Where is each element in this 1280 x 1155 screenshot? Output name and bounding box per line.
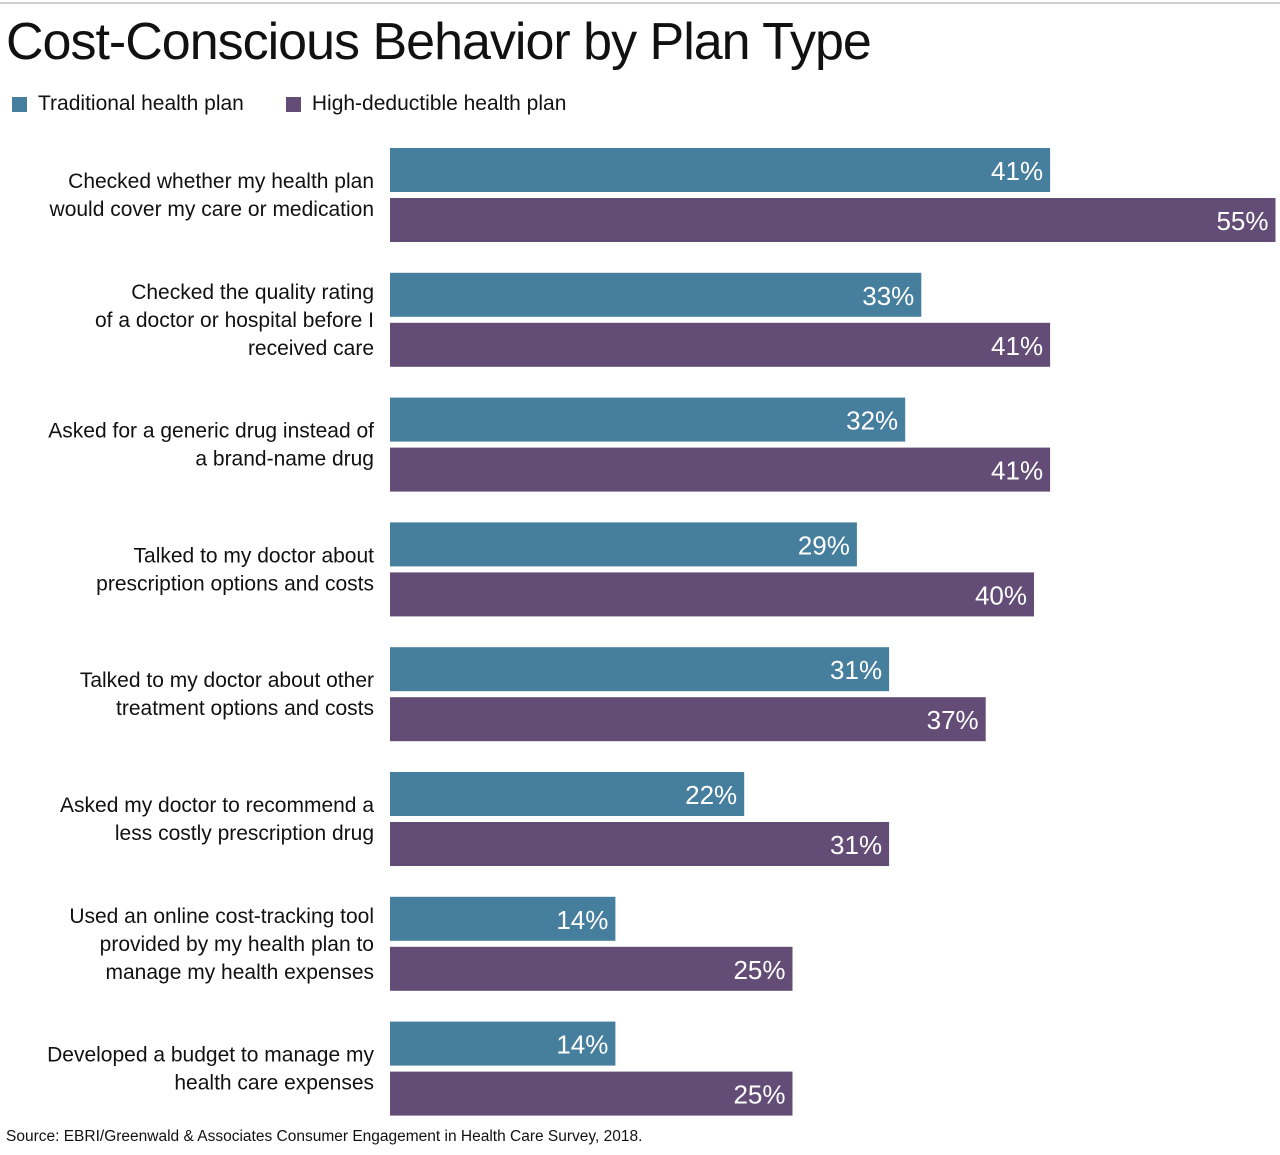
legend-swatch-traditional [12, 96, 27, 112]
bar-high-deductible [390, 572, 1034, 617]
bar-traditional [390, 522, 857, 567]
bar-high-deductible [390, 1071, 793, 1116]
bar-high-deductible [390, 697, 986, 742]
chart-title: Cost-Conscious Behavior by Plan Type [6, 13, 872, 71]
data-label: 25% [733, 955, 785, 985]
data-label: 40% [975, 580, 1027, 610]
bar-traditional [390, 397, 906, 442]
bar-traditional [390, 896, 616, 941]
bar-high-deductible [390, 946, 793, 991]
bar-high-deductible [390, 447, 1051, 492]
legend-item-traditional: Traditional health plan [12, 92, 244, 116]
source-note: Source: EBRI/Greenwald & Associates Cons… [6, 1128, 643, 1145]
data-label: 31% [830, 830, 882, 860]
bar-traditional [390, 148, 1051, 192]
bar-traditional [390, 647, 890, 692]
category-label: Checked the quality rating of a doctor or… [95, 281, 374, 360]
data-label: 32% [846, 406, 898, 436]
category-label: Talked to my doctor about prescription op… [96, 544, 374, 595]
legend-item-high-deductible: High-deductible health plan [285, 92, 567, 116]
data-label: 29% [798, 530, 850, 560]
legend-label-traditional: Traditional health plan [38, 92, 244, 115]
data-label: 41% [991, 156, 1043, 186]
data-label: 25% [733, 1080, 785, 1110]
bar-high-deductible [390, 322, 1051, 367]
data-label: 14% [556, 1030, 608, 1060]
category-label: Used an online cost-tracking tool provide… [69, 905, 374, 984]
category-label: Talked to my doctor about other treatment… [80, 669, 374, 720]
data-label: 14% [556, 905, 608, 935]
bar-high-deductible [390, 198, 1276, 242]
bar-traditional [390, 272, 922, 317]
data-label: 33% [862, 281, 914, 311]
top-rule [0, 2, 1280, 4]
data-label: 41% [991, 456, 1043, 486]
bar-traditional [390, 1021, 616, 1066]
data-label: 41% [991, 331, 1043, 361]
data-label: 55% [1216, 206, 1268, 236]
data-label: 31% [830, 655, 882, 685]
bar-traditional [390, 772, 745, 816]
category-label: Developed a budget to manage my health ca… [47, 1044, 374, 1095]
legend-label-high-deductible: High-deductible health plan [311, 92, 567, 115]
legend-swatch-high-deductible [285, 96, 301, 112]
legend: Traditional health plan High-deductible … [12, 92, 608, 116]
bar-high-deductible [390, 822, 890, 866]
data-label: 22% [685, 780, 737, 810]
data-label: 37% [927, 705, 979, 735]
category-label: Asked for a generic drug instead of a bra… [48, 420, 374, 471]
category-label: Checked whether my health plan would cove… [49, 170, 374, 221]
category-label: Asked my doctor to recommend a less costl… [60, 794, 374, 845]
